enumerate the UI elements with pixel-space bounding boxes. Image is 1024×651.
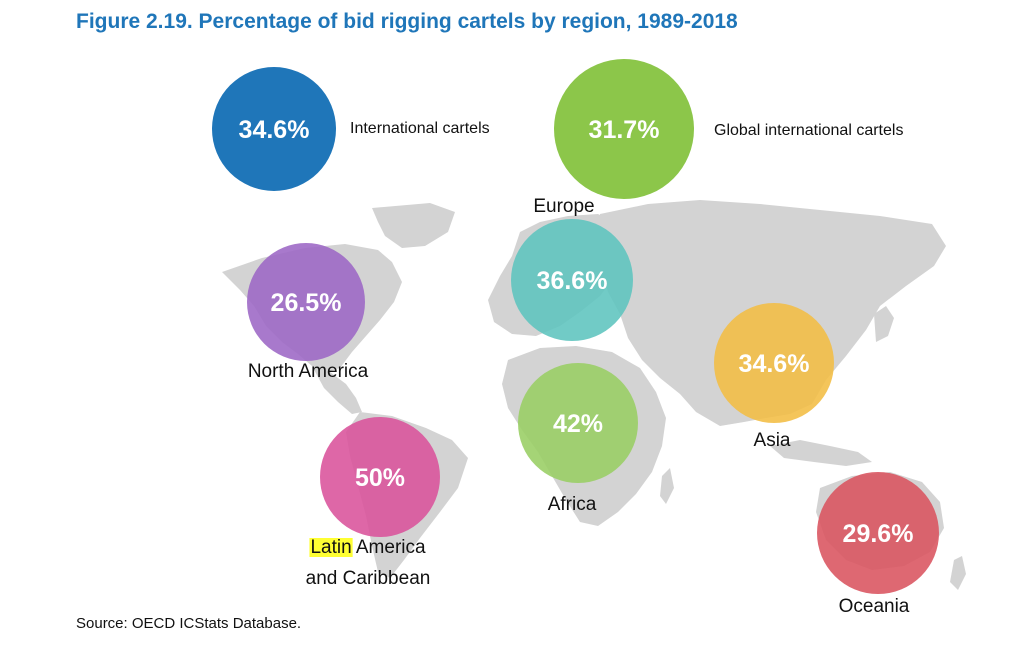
value-label-north-america: 26.5%: [271, 289, 342, 317]
value-label-international: 34.6%: [239, 116, 310, 144]
value-label-latin-america: 50%: [355, 464, 405, 492]
value-label-asia: 34.6%: [739, 350, 810, 378]
bubble-europe: [511, 219, 633, 341]
map-central-america: [312, 366, 362, 414]
map-new-zealand: [950, 556, 966, 590]
region-label-europe: Europe: [533, 196, 594, 217]
source-note: Source: OECD ICStats Database.: [76, 615, 302, 632]
bubbles-layer: 34.6% 31.7% 36.6% 26.5% 42% 34.6% 50% 29.6%: [212, 59, 939, 594]
bubble-international: [212, 67, 336, 191]
map-indonesia: [770, 440, 872, 466]
map-greenland: [372, 203, 455, 248]
map-japan: [874, 306, 894, 342]
value-label-oceania: 29.6%: [843, 520, 914, 548]
region-label-latin-america-line2: and Caribbean: [306, 568, 431, 589]
region-label-global: Global international cartels: [714, 122, 903, 139]
region-label-oceania: Oceania: [839, 596, 910, 617]
bubble-asia: [714, 303, 834, 423]
region-label-north-america: North America: [248, 361, 369, 382]
chart-title: Figure 2.19. Percentage of bid rigging c…: [76, 10, 738, 33]
value-label-global: 31.7%: [589, 116, 660, 144]
bubble-latin-america: [320, 417, 440, 537]
bubble-global: [554, 59, 694, 199]
region-label-international: International cartels: [350, 120, 490, 137]
region-label-asia: Asia: [754, 430, 791, 451]
bubble-oceania: [817, 472, 939, 594]
highlighted-word: Latin: [310, 537, 351, 558]
region-label-africa: Africa: [548, 494, 597, 515]
map-madagascar: [660, 468, 674, 504]
bubble-north-america: [247, 243, 365, 361]
bubble-africa: [518, 363, 638, 483]
region-label-latin-america: Latin America: [310, 537, 426, 558]
labels-layer: International cartels Global internationa…: [248, 120, 910, 617]
text-highlight: [309, 538, 353, 557]
value-label-europe: 36.6%: [537, 267, 608, 295]
value-label-africa: 42%: [553, 410, 603, 438]
